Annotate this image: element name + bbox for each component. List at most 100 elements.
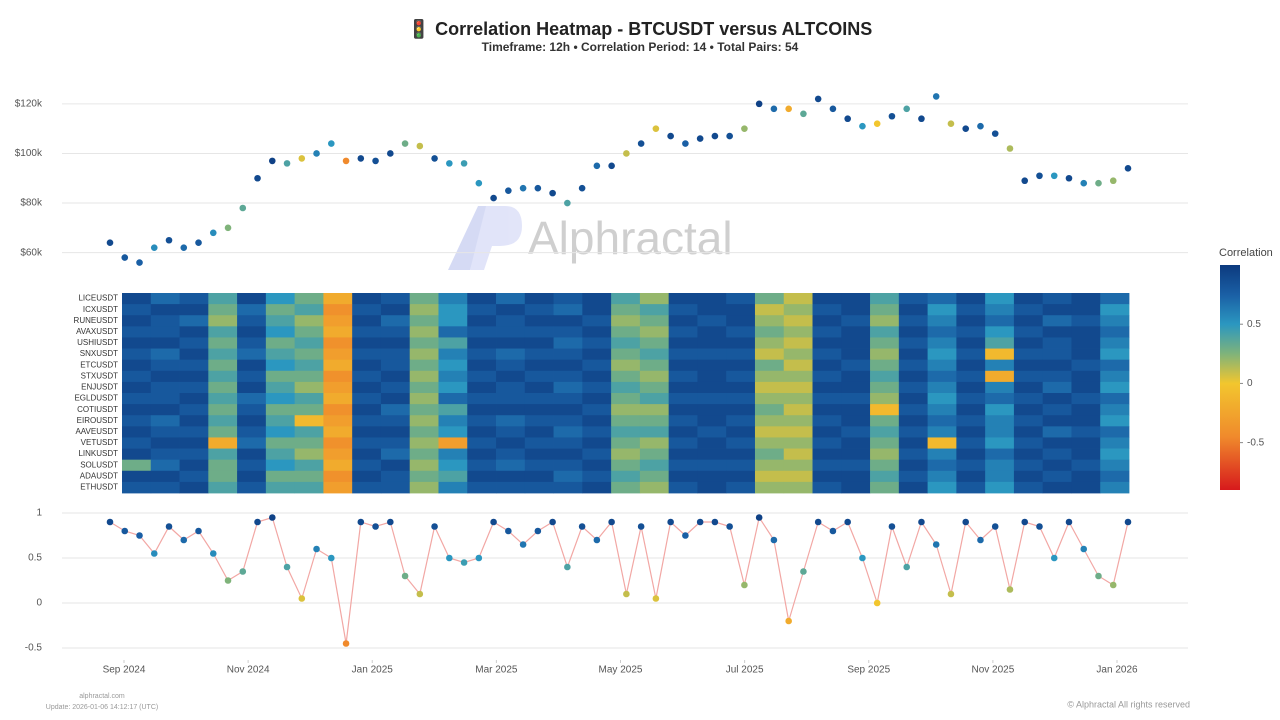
- heatmap-cell: [611, 337, 641, 349]
- x-tick-label: Nov 2025: [971, 665, 1014, 676]
- heatmap-cell: [956, 359, 986, 372]
- data-point: [150, 244, 158, 251]
- heatmap-cell: [438, 381, 468, 394]
- heatmap-cell: [697, 381, 727, 394]
- heatmap-cell: [380, 370, 411, 383]
- heatmap-cell: [438, 459, 468, 472]
- heatmap-cell: [985, 437, 1015, 449]
- heatmap-cell: [783, 348, 813, 361]
- data-point: [682, 532, 689, 539]
- heatmap-cell: [438, 470, 468, 483]
- heatmap-cell: [668, 437, 698, 449]
- heatmap-cell: [697, 459, 727, 472]
- heatmap-cell: [582, 437, 612, 449]
- heatmap-cell: [927, 348, 957, 361]
- heatmap-cell: [265, 370, 296, 383]
- row-label: VETUSDT: [81, 438, 118, 447]
- heatmap-cell: [1071, 326, 1101, 338]
- heatmap-cell: [841, 393, 871, 405]
- heatmap-cell: [898, 481, 928, 494]
- heatmap-cell: [237, 426, 267, 438]
- heatmap-cell: [352, 315, 382, 327]
- heatmap-cell: [150, 415, 180, 427]
- heatmap-cell: [783, 315, 813, 327]
- data-point: [401, 140, 409, 147]
- heatmap-cell: [265, 326, 296, 338]
- data-point: [1036, 172, 1043, 180]
- heatmap-cell: [754, 481, 785, 494]
- heatmap-cell: [208, 448, 238, 461]
- heatmap-cell: [352, 426, 382, 438]
- heatmap-cell: [927, 459, 957, 472]
- heatmap-cell: [179, 404, 209, 416]
- heatmap-cell: [1100, 415, 1130, 427]
- data-point: [180, 536, 188, 544]
- heatmap-cell: [898, 470, 928, 483]
- data-point: [741, 581, 748, 589]
- footer-update: Update: 2026-01-06 14:12:17 (UTC): [46, 704, 158, 711]
- heatmap-cell: [208, 393, 238, 405]
- heatmap-cell: [1013, 404, 1044, 416]
- heatmap-cell: [956, 348, 986, 361]
- data-point: [460, 559, 468, 566]
- heatmap-cell: [985, 370, 1015, 383]
- data-point: [416, 142, 424, 150]
- heatmap-cell: [380, 448, 411, 461]
- y-tick-label: $120k: [15, 98, 43, 109]
- heatmap-cell: [438, 326, 468, 338]
- heatmap-cell: [1042, 426, 1072, 438]
- heatmap-cell: [294, 326, 324, 338]
- heatmap-cell: [754, 426, 785, 438]
- row-label: AAVEUSDT: [75, 427, 118, 436]
- heatmap-cell: [496, 304, 526, 316]
- heatmap-cell: [927, 315, 957, 327]
- data-point: [416, 590, 424, 598]
- data-point: [313, 545, 320, 553]
- heatmap-cell: [639, 326, 670, 338]
- data-point: [682, 140, 689, 147]
- heatmap-cell: [697, 404, 727, 416]
- heatmap-cell: [870, 315, 900, 327]
- data-point: [239, 204, 247, 212]
- heatmap-cell: [1042, 348, 1072, 361]
- heatmap-cell: [726, 370, 756, 383]
- heatmap-cell: [352, 404, 382, 416]
- data-point: [239, 568, 247, 575]
- heatmap-cell: [870, 426, 900, 438]
- heatmap-cell: [956, 426, 986, 438]
- heatmap-cell: [1013, 393, 1044, 405]
- heatmap-cell: [409, 293, 439, 305]
- heatmap-cell: [726, 404, 756, 416]
- data-point: [165, 523, 173, 530]
- data-point: [372, 523, 379, 530]
- row-label: LINKUSDT: [78, 449, 118, 458]
- heatmap-cell: [870, 348, 900, 361]
- heatmap-cell: [438, 481, 468, 494]
- heatmap-cell: [1071, 459, 1101, 472]
- heatmap-cell: [697, 370, 727, 383]
- heatmap-cell: [237, 415, 267, 427]
- heatmap-cell: [956, 415, 986, 427]
- heatmap-cell: [294, 359, 324, 372]
- heatmap-cell: [927, 437, 957, 449]
- data-point: [357, 155, 365, 162]
- heatmap-cell: [150, 381, 180, 394]
- heatmap-cell: [237, 359, 267, 372]
- heatmap-cell: [1013, 426, 1044, 438]
- heatmap-cell: [1071, 315, 1101, 327]
- heatmap-cell: [841, 448, 871, 461]
- data-point: [342, 157, 350, 165]
- data-point: [578, 523, 586, 530]
- data-point: [401, 572, 409, 580]
- heatmap-cell: [294, 393, 324, 405]
- data-point: [150, 550, 158, 557]
- heatmap-cell: [380, 326, 411, 338]
- heatmap-cell: [409, 415, 439, 427]
- heatmap-cell: [870, 337, 900, 349]
- row-label: SNXUSDT: [80, 349, 118, 358]
- heatmap-cell: [611, 381, 641, 394]
- heatmap-cell: [438, 448, 468, 461]
- heatmap-cell: [956, 481, 986, 494]
- heatmap-cell: [927, 293, 957, 305]
